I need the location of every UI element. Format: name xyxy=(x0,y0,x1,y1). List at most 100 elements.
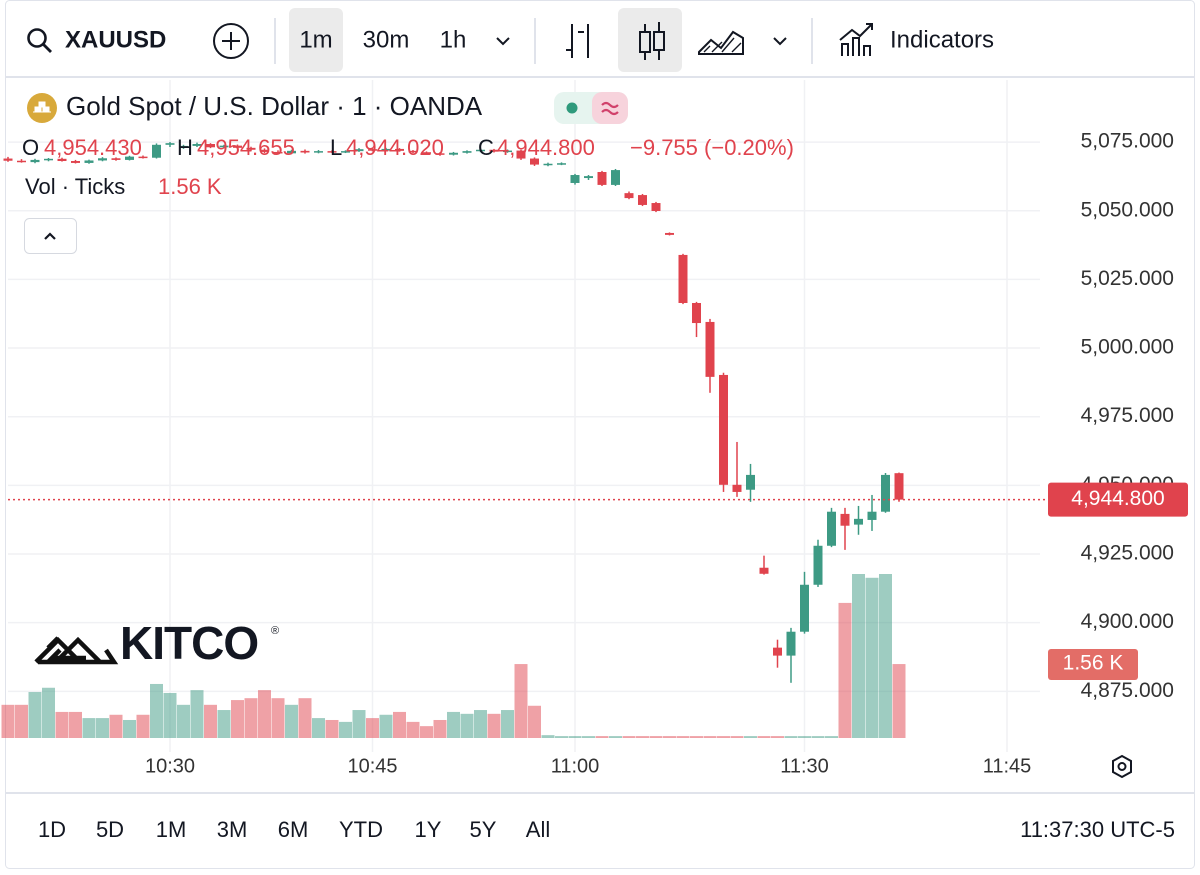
candle-body xyxy=(719,374,728,485)
candle-body xyxy=(314,151,323,153)
footer: 11:37:30 UTC-5 1D 5D 1M 3M 6M YTD 1Y 5Y All xyxy=(38,817,1175,842)
volume-bar xyxy=(474,710,487,738)
symbol[interactable]: XAUUSD xyxy=(65,26,166,53)
candle-body xyxy=(98,158,107,161)
last-volume-tag xyxy=(1048,649,1138,681)
x-tick-label: 11:00 xyxy=(551,755,600,777)
axis-layer: 4,875.0004,900.0004,925.0004,950.0004,97… xyxy=(8,130,1188,777)
candle-body xyxy=(165,143,175,145)
indicators-button[interactable]: Indicators xyxy=(890,26,994,53)
candle-body xyxy=(30,159,40,163)
legend-change: −9.755 (−0.20%) xyxy=(630,135,794,160)
interval-dropdown[interactable] xyxy=(496,37,510,46)
legend: Gold Spot / U.S. Dollar · 1 · OANDA O 4,… xyxy=(22,91,794,254)
data-delay-icon xyxy=(601,101,619,116)
range-button[interactable]: 5Y xyxy=(470,817,497,842)
candle-body xyxy=(557,163,566,165)
candle-body xyxy=(260,149,269,152)
compare-button[interactable] xyxy=(213,23,249,59)
candle-body xyxy=(219,145,229,148)
volume-bar xyxy=(757,736,771,738)
candle-body xyxy=(678,254,688,303)
volume-bar xyxy=(568,736,582,738)
candle-body xyxy=(300,150,310,153)
toolbar: XAUUSD 1m 30m 1h Indicators xyxy=(6,8,1194,78)
volume-bar xyxy=(69,711,82,738)
volume-bar xyxy=(258,690,271,738)
volume-bar xyxy=(528,705,541,738)
range-button[interactable]: YTD xyxy=(339,817,383,842)
candle-body xyxy=(381,148,391,151)
volume-bar xyxy=(312,718,325,738)
volume-bar xyxy=(825,736,838,738)
y-tick-label: 5,000.000 xyxy=(1081,336,1174,359)
volume-bar xyxy=(163,692,177,738)
volume-legend: Vol · Ticks xyxy=(25,174,125,199)
settings-button[interactable] xyxy=(1112,754,1132,779)
volume-bar xyxy=(514,664,528,738)
volume-bar xyxy=(366,718,379,738)
bars-style-button[interactable] xyxy=(566,24,589,58)
last-volume-label: 1.56 K xyxy=(1063,652,1124,675)
volume-bar xyxy=(298,698,312,738)
candle-body xyxy=(206,143,215,148)
candle-body xyxy=(125,156,134,160)
candle-body xyxy=(3,158,13,161)
legend-label: O xyxy=(22,135,39,160)
candle-body xyxy=(354,149,364,152)
volume-bar xyxy=(231,700,244,738)
range-button[interactable]: 1D xyxy=(38,817,66,842)
candle-body xyxy=(287,150,296,154)
market-open-dot xyxy=(566,102,578,114)
range-button[interactable]: All xyxy=(526,817,550,842)
range-button[interactable]: 1Y xyxy=(415,817,442,842)
volume-bar xyxy=(717,736,730,738)
range-button[interactable]: 3M xyxy=(217,817,248,842)
volume-bar xyxy=(595,736,609,738)
volume-bar xyxy=(636,736,649,738)
interval-button[interactable]: 30m xyxy=(363,26,410,53)
search-icon xyxy=(42,43,52,53)
candle-body xyxy=(867,511,877,520)
volume-bar xyxy=(730,736,744,738)
area-hatch xyxy=(703,37,742,53)
interval-button[interactable]: 1m xyxy=(299,26,332,53)
symbol-clip: XAUUSD xyxy=(65,26,166,53)
candle-body xyxy=(840,513,850,526)
kitco-logo xyxy=(34,636,119,665)
candle-body xyxy=(462,151,472,153)
volume-bar xyxy=(663,736,676,738)
candle-body xyxy=(44,158,53,161)
candle-style-button[interactable] xyxy=(644,22,660,60)
volume-bar xyxy=(109,714,123,738)
y-tick-label: 4,875.000 xyxy=(1081,679,1174,702)
candle-body xyxy=(192,143,202,146)
interval-button[interactable]: 1h xyxy=(440,26,467,53)
clock: 11:37:30 UTC-5 xyxy=(1020,817,1175,842)
y-tick-label: 5,075.000 xyxy=(1081,130,1174,153)
volume-bar xyxy=(771,736,784,738)
last-price-tag xyxy=(1048,482,1188,517)
settings-icon xyxy=(1117,762,1127,771)
area-style-button[interactable] xyxy=(698,30,744,55)
range-button[interactable]: 6M xyxy=(278,817,309,842)
candle-icon xyxy=(639,31,651,53)
volume-bar xyxy=(352,710,366,738)
watermark-text: KITCO xyxy=(120,617,258,669)
candle-body xyxy=(327,151,337,153)
symbol-logo-bars xyxy=(33,101,51,113)
style-dropdown[interactable] xyxy=(773,37,787,46)
range-button[interactable]: 1M xyxy=(156,817,187,842)
last-price-label: 4,944.800 xyxy=(1071,487,1164,510)
candle-body xyxy=(597,171,607,185)
candle-body xyxy=(881,474,890,512)
volume-bar xyxy=(622,736,636,738)
volume-bar xyxy=(271,698,285,738)
x-tick-label: 10:45 xyxy=(347,755,397,777)
volume-bar xyxy=(649,736,663,738)
candle-icon xyxy=(653,31,665,51)
range-button[interactable]: 5D xyxy=(96,817,124,842)
candle-body xyxy=(813,545,823,585)
volume-bar xyxy=(42,687,55,738)
volume-bar xyxy=(447,711,460,738)
